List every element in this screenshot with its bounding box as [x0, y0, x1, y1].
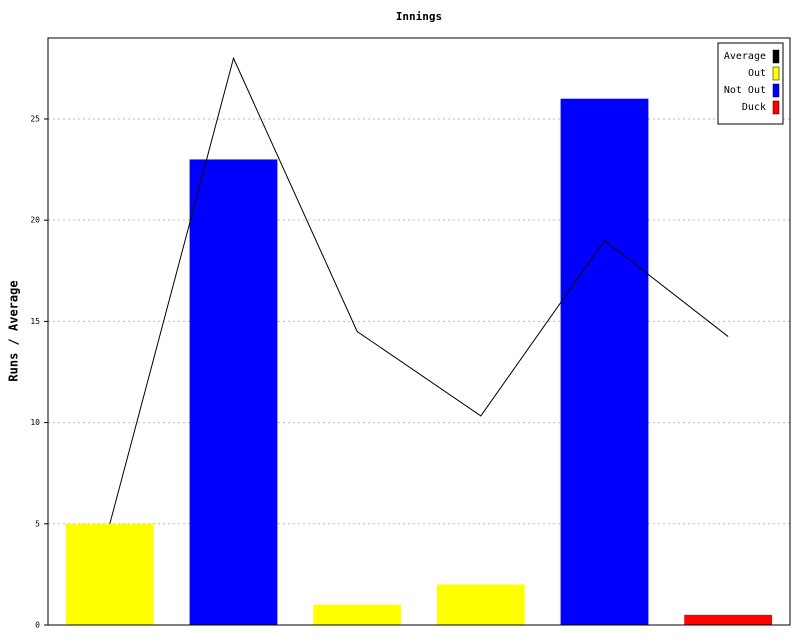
- legend-label: Not Out: [724, 85, 766, 96]
- bar: [436, 584, 525, 625]
- y-tick-label: 25: [30, 114, 40, 123]
- legend-swatch: [772, 83, 780, 98]
- legend-label: Duck: [742, 102, 766, 113]
- y-tick-label: 20: [30, 216, 40, 225]
- legend-label: Out: [748, 68, 766, 79]
- y-tick-label: 15: [30, 317, 40, 326]
- plot-frame: [47, 37, 791, 626]
- bar: [313, 604, 402, 625]
- legend-box: [717, 42, 784, 125]
- bar: [684, 614, 773, 625]
- chart-title: Innings: [396, 10, 442, 23]
- bar: [65, 523, 154, 625]
- average-line: [109, 56, 729, 524]
- bar: [189, 159, 278, 625]
- legend-swatch: [772, 49, 780, 64]
- bar: [560, 98, 649, 626]
- y-tick-label: 0: [35, 621, 40, 630]
- legend-swatch: [772, 66, 780, 81]
- legend-swatch: [772, 100, 780, 115]
- legend-label: Average: [724, 51, 766, 62]
- y-tick-label: 5: [35, 519, 40, 528]
- y-axis-label: Runs / Average: [7, 280, 21, 381]
- y-tick-label: 10: [30, 418, 40, 427]
